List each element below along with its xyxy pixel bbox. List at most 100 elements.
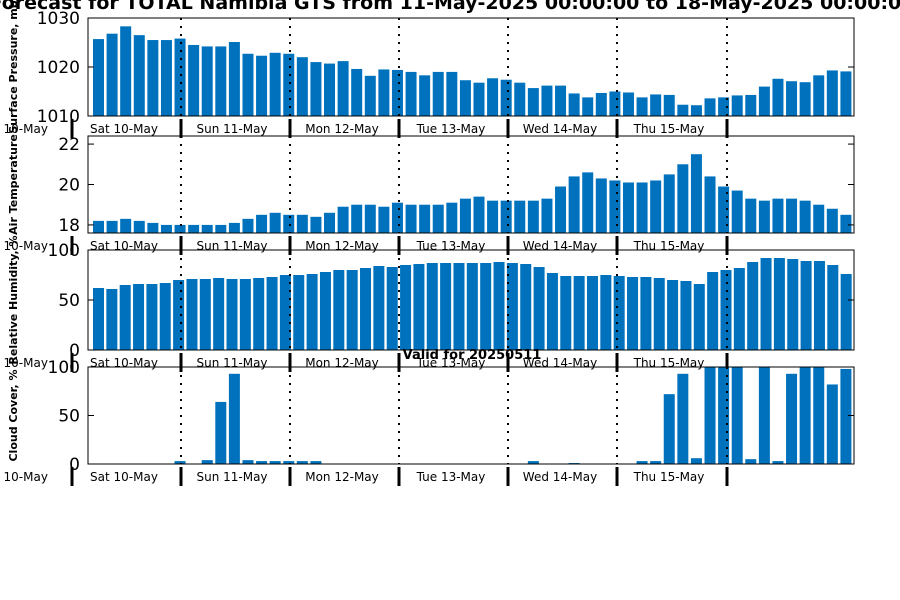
bar xyxy=(541,198,553,233)
x-tick-label: Wed 14-May xyxy=(523,239,597,253)
bar xyxy=(680,281,692,350)
bar xyxy=(333,270,345,350)
y-axis-label: Relative Humidity, % xyxy=(7,235,20,364)
bar xyxy=(133,220,145,233)
bar xyxy=(133,284,145,350)
bar xyxy=(840,214,852,233)
bar xyxy=(650,180,662,233)
y-tick-label: 50 xyxy=(58,291,80,311)
x-tick-label: Mon 12-May xyxy=(305,122,379,136)
bar xyxy=(473,82,485,116)
bar xyxy=(786,198,798,233)
bar xyxy=(256,461,268,464)
bar xyxy=(636,97,648,116)
bar xyxy=(413,264,425,350)
bar xyxy=(718,97,730,116)
bar xyxy=(731,367,743,464)
bar xyxy=(826,208,838,233)
bar xyxy=(731,190,743,233)
bar xyxy=(514,200,526,233)
bar xyxy=(840,274,852,350)
bar xyxy=(324,63,336,116)
bar xyxy=(106,220,118,233)
bar xyxy=(622,92,634,116)
panel-2: 18 20 22 Air Temperature Sat 10-May Sat 10-Ma… xyxy=(0,134,855,255)
bar xyxy=(256,55,268,116)
x-tick-label: Sun 11-May xyxy=(196,356,267,370)
bar xyxy=(500,200,512,233)
bar xyxy=(373,266,385,350)
bar xyxy=(527,461,539,464)
bar xyxy=(704,98,716,116)
bar xyxy=(600,275,612,350)
bar xyxy=(568,93,580,116)
bar xyxy=(419,75,431,116)
bar xyxy=(201,460,213,464)
bar xyxy=(293,275,305,350)
bar xyxy=(283,461,295,464)
bar xyxy=(840,368,852,464)
bar xyxy=(813,75,825,116)
bar xyxy=(160,224,172,233)
bar xyxy=(773,258,785,350)
x-tick-label: Wed 14-May xyxy=(523,122,597,136)
bar xyxy=(514,82,526,116)
bar xyxy=(799,200,811,233)
x-tick-label: Thu 15-May xyxy=(633,356,705,370)
bar xyxy=(799,82,811,116)
x-tick-label: Sun 11-May xyxy=(196,239,267,253)
bar xyxy=(239,279,251,350)
bar xyxy=(364,204,376,233)
x-tick-label: Sat 10-May xyxy=(0,239,48,253)
bar xyxy=(840,71,852,116)
bar xyxy=(786,373,798,464)
bar xyxy=(378,69,390,116)
x-tick-label: Thu 15-May xyxy=(633,470,705,484)
bar xyxy=(269,461,281,464)
bar xyxy=(595,92,607,116)
bar xyxy=(120,26,132,116)
bar xyxy=(527,200,539,233)
bar xyxy=(391,69,403,116)
x-tick-label: Thu 15-May xyxy=(633,239,705,253)
bar xyxy=(186,279,198,350)
bar xyxy=(772,461,784,464)
bar xyxy=(296,57,308,116)
x-tick-label: Tue 13-May xyxy=(416,239,486,253)
bar xyxy=(731,95,743,116)
bar xyxy=(677,373,689,464)
bar xyxy=(813,261,825,350)
bar xyxy=(582,172,594,233)
bar xyxy=(640,277,652,350)
bar xyxy=(159,283,171,350)
bar xyxy=(269,212,281,233)
bar xyxy=(432,204,444,233)
bar xyxy=(758,86,770,116)
bar xyxy=(213,278,225,350)
bar xyxy=(787,259,799,350)
bar xyxy=(360,268,372,350)
bar xyxy=(432,71,444,116)
bar xyxy=(745,198,757,233)
bar xyxy=(378,206,390,233)
bar xyxy=(527,88,539,116)
bar xyxy=(555,186,567,233)
bar xyxy=(419,204,431,233)
x-tick-label: Mon 12-May xyxy=(305,356,379,370)
bar xyxy=(405,204,417,233)
bar xyxy=(242,218,254,233)
bar xyxy=(733,268,745,350)
bar xyxy=(351,68,363,116)
bar xyxy=(568,176,580,233)
x-tick-label: Sat 10-May xyxy=(0,122,48,136)
bar xyxy=(493,262,505,350)
x-tick-label: Sun 11-May xyxy=(196,122,267,136)
bar xyxy=(609,180,621,233)
bar xyxy=(459,80,471,116)
x-tick-label: Thu 15-May xyxy=(633,122,705,136)
bar xyxy=(106,289,118,350)
bar xyxy=(242,460,254,464)
bar xyxy=(93,220,104,233)
y-tick-label: 1030 xyxy=(37,9,80,29)
